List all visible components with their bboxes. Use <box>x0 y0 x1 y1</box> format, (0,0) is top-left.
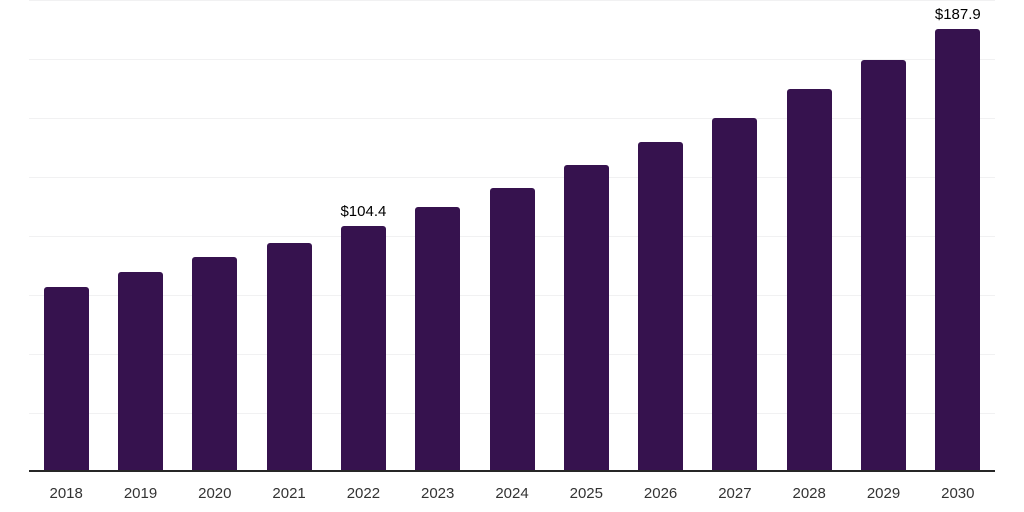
x-tick-2023: 2023 <box>421 485 455 502</box>
bar-2021 <box>266 242 312 472</box>
x-tick-2019: 2019 <box>123 485 158 502</box>
x-tick-2022: 2022 <box>346 485 381 502</box>
x-tick-2029: 2029 <box>866 485 901 502</box>
plot-area <box>29 0 995 472</box>
bar-value-label-2022: $104.4 <box>340 202 387 220</box>
bar-2027 <box>712 117 758 472</box>
bar-2023 <box>415 207 461 472</box>
gridline-y-200 <box>29 0 995 1</box>
bar-2022 <box>340 225 386 472</box>
bar-2020 <box>192 257 238 472</box>
bar-2019 <box>118 271 163 472</box>
x-tick-2027: 2027 <box>718 485 752 502</box>
x-tick-2028: 2028 <box>792 485 826 502</box>
x-tick-2021: 2021 <box>272 485 306 502</box>
gridline-y-150 <box>29 118 995 119</box>
x-tick-2020: 2020 <box>198 485 232 502</box>
x-tick-2030: 2030 <box>941 485 975 502</box>
x-tick-2024: 2024 <box>495 485 529 502</box>
x-axis-line <box>29 470 995 472</box>
bar-2026 <box>638 142 684 472</box>
x-tick-2018: 2018 <box>49 485 83 502</box>
bar-2029 <box>861 59 906 472</box>
x-tick-2026: 2026 <box>643 485 678 502</box>
bar-2028 <box>786 89 832 472</box>
bar-2025 <box>563 164 609 472</box>
gridline-y-175 <box>29 59 995 60</box>
bar-value-label-2030: $187.9 <box>934 5 981 23</box>
bar-2024 <box>489 187 535 472</box>
bar-2030 <box>935 28 981 472</box>
gridline-y-125 <box>29 177 995 178</box>
bar-2018 <box>43 286 89 472</box>
x-tick-2025: 2025 <box>569 485 603 502</box>
